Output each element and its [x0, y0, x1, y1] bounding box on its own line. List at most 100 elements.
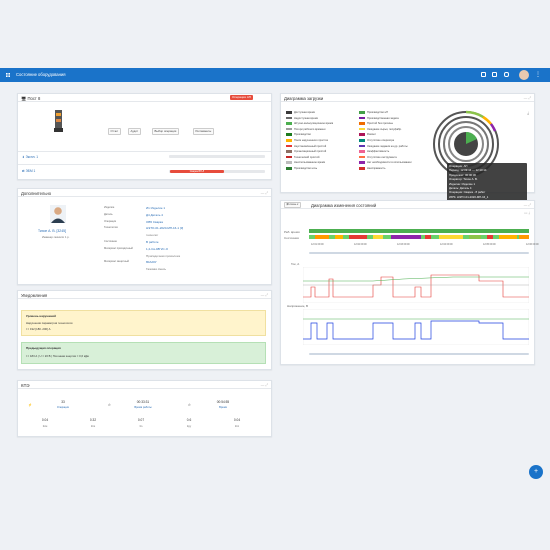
- legend-item[interactable]: Производство нП: [359, 111, 388, 115]
- kpi-label[interactable]: Время работы: [134, 406, 152, 409]
- kpi-value: 00:33:31: [136, 400, 150, 404]
- legend-item[interactable]: Производство: [286, 133, 311, 137]
- field-value[interactable]: 80А20У: [146, 260, 157, 265]
- legend-label: Неисправность: [367, 167, 386, 170]
- previous-operation-notification[interactable]: Предыдущая операция I = 183 А | U = 20 В…: [21, 342, 266, 364]
- legend-item[interactable]: Неэффективность: [359, 150, 389, 154]
- voltage-chart[interactable]: [303, 309, 529, 345]
- kpi-value: 0.04: [41, 418, 49, 422]
- line2-link[interactable]: ⇄ ЭБМ 1: [22, 169, 36, 173]
- state-chart-panel: ⇄ очень ▾ Диаграмма изменения состояний …: [280, 200, 539, 365]
- current-chart[interactable]: [303, 267, 529, 303]
- plus-button[interactable]: +: [529, 465, 543, 479]
- legend-item[interactable]: Доступная время: [286, 111, 315, 115]
- field-label: Изделие: [104, 206, 115, 209]
- monitor-icon[interactable]: [492, 72, 497, 77]
- kebab-icon[interactable]: ⋮: [535, 72, 541, 78]
- window-icon[interactable]: [481, 72, 486, 77]
- chat-icon[interactable]: [504, 72, 509, 77]
- legend-item[interactable]: Простой без причины: [359, 122, 393, 126]
- tooltip-line: Операция: АП: [449, 164, 468, 168]
- field-value[interactable]: Д4 Деталь 4: [146, 212, 163, 217]
- legend-item[interactable]: Ожидание задания на др. работы: [359, 145, 408, 149]
- legend-item[interactable]: Отсутствие инструмента: [359, 156, 397, 160]
- legend-label: Ожидание задания на др. работы: [367, 144, 408, 148]
- line1-link[interactable]: ⬇ Экспл. 1: [22, 155, 39, 159]
- state-chart-title: Диаграмма изменения состояний: [311, 202, 377, 208]
- legend-item[interactable]: Ремонт: [359, 133, 376, 137]
- legend-label: Нет необходимости в использовании: [367, 161, 412, 165]
- panel-controls[interactable]: — ⤢: [260, 292, 268, 297]
- mode-select[interactable]: ⇄ очень ▾: [284, 202, 301, 208]
- legend-item[interactable]: Производство ночь: [286, 167, 317, 171]
- legend-item[interactable]: Неисправность: [359, 167, 385, 171]
- kpi-label: Ксм: [42, 425, 48, 428]
- legend-item[interactable]: Потери рабочего времени: [286, 128, 325, 132]
- panel-header: Диаграмма загрузки — ⤢: [281, 94, 534, 102]
- legend-item[interactable]: Технический простой: [286, 156, 319, 160]
- kpi-value: 00:54:55: [216, 400, 230, 404]
- warning-title: Уровень нарушений: [26, 314, 56, 318]
- legend-label: Производственная задача: [367, 116, 399, 120]
- legend-swatch: [286, 116, 292, 120]
- grid-icon[interactable]: [6, 73, 10, 77]
- kpi-value: 0.07: [137, 418, 145, 422]
- legend-item[interactable]: Ожидание сырья, полуфабр.: [359, 128, 402, 132]
- warning-detail: I = 192 [180..200] А: [26, 327, 51, 331]
- ok-detail: I = 183 А | U = 20 В | Погонная энергия …: [26, 354, 89, 358]
- legend-item[interactable]: Неустановленный простой: [286, 145, 326, 149]
- kpi-label[interactable]: Время: [219, 406, 227, 409]
- legend-item[interactable]: Неиспользованное время: [286, 161, 325, 165]
- report-button[interactable]: Отчет: [108, 128, 121, 135]
- field-value[interactable]: 1,2-Св-08Г2С-О: [146, 246, 169, 251]
- legend-swatch: [286, 155, 292, 159]
- panel-controls[interactable]: — ⤢: [523, 95, 531, 100]
- legend-swatch: [359, 133, 365, 136]
- chart-tools-icon[interactable]: ▭ ⤓: [524, 211, 530, 215]
- legend-item[interactable]: Организационный простой: [286, 150, 326, 154]
- panel-controls[interactable]: — ⤢: [523, 202, 531, 207]
- time-tick: 12:02 09:00: [354, 243, 367, 246]
- timeline-scrollbar[interactable]: [309, 252, 529, 254]
- legend-label: Технический простой: [294, 155, 320, 159]
- chart-scrollbar[interactable]: [309, 353, 529, 355]
- legend-item[interactable]: Нет необходимости в использовании: [359, 161, 412, 165]
- legend-item[interactable]: Производственная задача: [359, 117, 399, 121]
- legend-item[interactable]: Отсутствие оператора: [359, 139, 394, 143]
- panel-controls[interactable]: — ⤢: [260, 382, 268, 387]
- avatar[interactable]: [519, 70, 529, 80]
- legend-item[interactable]: Штучно-калькуляционное время: [286, 122, 333, 126]
- legend-item[interactable]: Недоступная время: [286, 117, 318, 121]
- operator-role: Инженер-технолог 1 р.: [42, 236, 70, 239]
- top-app-bar: Состояние оборудования ⋮: [0, 68, 550, 82]
- field-value[interactable]: ОВ5 Сварка: [146, 219, 163, 224]
- status-badge: Операция АП: [230, 95, 253, 100]
- regulations-button[interactable]: Регламенты: [193, 128, 214, 135]
- legend-swatch: [359, 122, 365, 125]
- field-value[interactable]: И1 Изделие 1: [146, 206, 166, 210]
- warning-notification[interactable]: Уровень нарушений Нарушения параметров т…: [21, 310, 266, 336]
- legend-swatch: [359, 111, 365, 114]
- field-value[interactable]: В работе: [146, 240, 159, 244]
- kpi-icon: ⏱: [108, 403, 111, 407]
- operator-photo: [50, 205, 66, 223]
- legend-label: Ожидание сырья, полуфабр.: [367, 127, 402, 131]
- tooltip-line: Деталь: Деталь 4: [449, 186, 472, 191]
- field-value[interactable]: НЭТО-01-2020-МП-16-1 [3]: [146, 226, 184, 231]
- select-operation-button[interactable]: Выбор операции: [152, 128, 179, 135]
- time-tick: 12:06 09:00: [526, 243, 539, 246]
- current-axis-label: Ток, А: [291, 262, 300, 266]
- tooltip-line: Оператор: Тихон А. В.: [449, 177, 478, 182]
- state-timeline[interactable]: [309, 229, 529, 241]
- panel-header: Дополнительно — ⤢: [18, 189, 271, 197]
- operator-name-link[interactable]: Тихон А. В. [3245]: [38, 229, 66, 233]
- legend-item[interactable]: Поиск нарушенного простоя: [286, 139, 328, 143]
- audit-button[interactable]: Аудит: [128, 128, 141, 135]
- kpi-label[interactable]: Операции: [56, 406, 70, 409]
- download-icon[interactable]: ⤓: [527, 110, 529, 115]
- time-tick: 12:03 09:00: [397, 243, 410, 246]
- legend-swatch: [286, 133, 292, 136]
- panel-controls[interactable]: — ⤢: [260, 190, 268, 195]
- legend-label: Потери рабочего времени: [294, 127, 326, 131]
- time-tick: 12:05 09:00: [483, 243, 496, 246]
